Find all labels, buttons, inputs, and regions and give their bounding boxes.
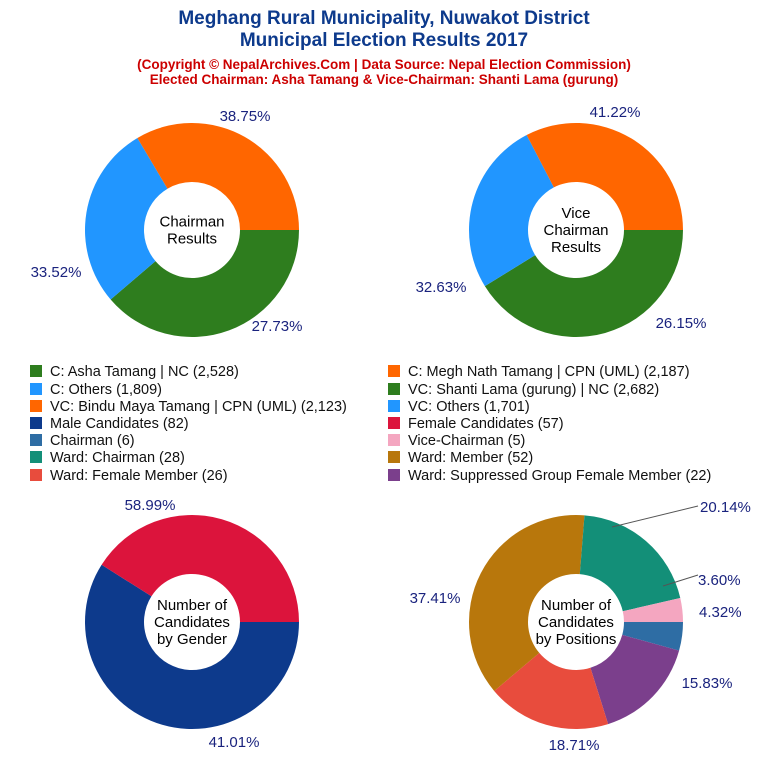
slice-percent-label: 20.14% xyxy=(700,499,751,516)
donut-chart: 4.32% 15.83% 18.71% 37.41% 20.14% 3.60% Number… xyxy=(410,499,751,754)
donut-center-label: Chairman xyxy=(159,214,224,231)
donut-center-label: Vice xyxy=(562,205,591,222)
donut-slice xyxy=(137,122,299,230)
legend-label: VC: Bindu Maya Tamang | CPN (UML) (2,123… xyxy=(50,399,347,415)
donut-center-label: Results xyxy=(167,231,217,248)
legend-swatch xyxy=(388,365,400,377)
legend-item: C: Megh Nath Tamang | CPN (UML) (2,187) xyxy=(388,364,690,381)
legend-label: Ward: Suppressed Group Female Member (22… xyxy=(408,468,712,484)
donut-center-label: by Positions xyxy=(536,631,617,648)
legend-swatch xyxy=(388,417,400,429)
legend-label: Ward: Member (52) xyxy=(408,450,534,466)
slice-percent-label: 15.83% xyxy=(682,675,733,692)
donut-slice xyxy=(526,123,683,230)
slice-percent-label: 32.63% xyxy=(416,279,467,296)
donut-center-label: Number of xyxy=(157,597,228,614)
slice-percent-label: 37.41% xyxy=(410,590,461,607)
legend-item: Ward: Suppressed Group Female Member (22… xyxy=(388,468,711,485)
chart-title-line1: Meghang Rural Municipality, Nuwakot Dist… xyxy=(178,8,590,29)
donut-center-label: Results xyxy=(551,239,601,256)
legend-label: Ward: Female Member (26) xyxy=(50,468,228,484)
donut-center-label: by Gender xyxy=(157,631,227,648)
legend-item: Male Candidates (82) xyxy=(30,416,189,433)
legend-item: VC: Bindu Maya Tamang | CPN (UML) (2,123… xyxy=(30,399,347,416)
legend-label: C: Asha Tamang | NC (2,528) xyxy=(50,364,239,380)
chart-subtitle-line2: Elected Chairman: Asha Tamang & Vice-Cha… xyxy=(149,72,619,87)
slice-percent-label: 27.73% xyxy=(252,318,303,335)
legend-label: Vice-Chairman (5) xyxy=(408,433,526,449)
legend-item: Vice-Chairman (5) xyxy=(388,433,525,450)
legend-item: C: Others (1,809) xyxy=(30,382,162,399)
slice-percent-label: 58.99% xyxy=(125,497,176,514)
donut-slice xyxy=(101,515,299,622)
donut-slice xyxy=(494,652,609,729)
leader-line xyxy=(662,574,699,587)
donut-slice xyxy=(622,622,683,651)
legend-label: C: Others (1,809) xyxy=(50,382,163,398)
legend-swatch xyxy=(388,434,400,446)
legend-label: VC: Others (1,701) xyxy=(408,399,530,415)
legend-item: Chairman (6) xyxy=(30,433,135,450)
legend-item: Female Candidates (57) xyxy=(388,416,564,433)
legend-swatch xyxy=(30,400,42,412)
legend-swatch xyxy=(30,434,42,446)
legend-item: VC: Shanti Lama (gurung) | NC (2,682) xyxy=(388,382,659,399)
slice-percent-label: 41.22% xyxy=(590,104,641,121)
slice-percent-label: 41.01% xyxy=(209,734,260,751)
legend-label: VC: Shanti Lama (gurung) | NC (2,682) xyxy=(408,382,660,398)
slice-percent-label: 33.52% xyxy=(31,264,82,281)
donut-slice xyxy=(622,598,683,622)
donut-slice xyxy=(469,515,585,691)
donut-center-label: Candidates xyxy=(154,614,230,631)
legend-swatch xyxy=(388,400,400,412)
legend-swatch xyxy=(388,469,400,481)
legend-label: Female Candidates (57) xyxy=(408,416,564,432)
slice-percent-label: 3.60% xyxy=(698,572,741,589)
chart-title-line2: Municipal Election Results 2017 xyxy=(239,30,529,51)
donut-slice xyxy=(579,515,681,612)
legend-swatch xyxy=(30,417,42,429)
slice-percent-label: 4.32% xyxy=(699,604,742,621)
legend-swatch xyxy=(30,451,42,463)
slice-percent-label: 38.75% xyxy=(220,108,271,125)
donut-slice xyxy=(590,634,680,725)
legend-swatch xyxy=(30,365,42,377)
legend-item: Ward: Chairman (28) xyxy=(30,450,185,467)
donut-center-label: Candidates xyxy=(538,614,614,631)
legend-item: Ward: Female Member (26) xyxy=(30,468,228,485)
donut-slice xyxy=(484,230,683,337)
legend-item: VC: Others (1,701) xyxy=(388,399,530,416)
legend-label: Male Candidates (82) xyxy=(50,416,189,432)
donut-center-label: Chairman xyxy=(543,222,608,239)
slice-percent-label: 26.15% xyxy=(656,315,707,332)
slice-percent-label: 18.71% xyxy=(549,737,600,754)
donut-slice xyxy=(84,137,168,300)
leader-line xyxy=(611,505,699,528)
legend-label: C: Megh Nath Tamang | CPN (UML) (2,187) xyxy=(408,364,690,380)
donut-slice xyxy=(84,564,299,729)
donut-center-label: Number of xyxy=(541,597,612,614)
legend-item: C: Asha Tamang | NC (2,528) xyxy=(30,364,239,381)
donut-slice xyxy=(110,230,299,337)
legend-label: Ward: Chairman (28) xyxy=(50,450,185,466)
legend-swatch xyxy=(30,469,42,481)
donut-slice xyxy=(469,135,554,287)
legend-swatch xyxy=(30,383,42,395)
legend-item: Ward: Member (52) xyxy=(388,450,533,467)
legend-swatch xyxy=(388,451,400,463)
chart-subtitle-line1: (Copyright © NepalArchives.Com | Data So… xyxy=(137,57,631,72)
legend-swatch xyxy=(388,383,400,395)
legend-label: Chairman (6) xyxy=(50,433,135,449)
